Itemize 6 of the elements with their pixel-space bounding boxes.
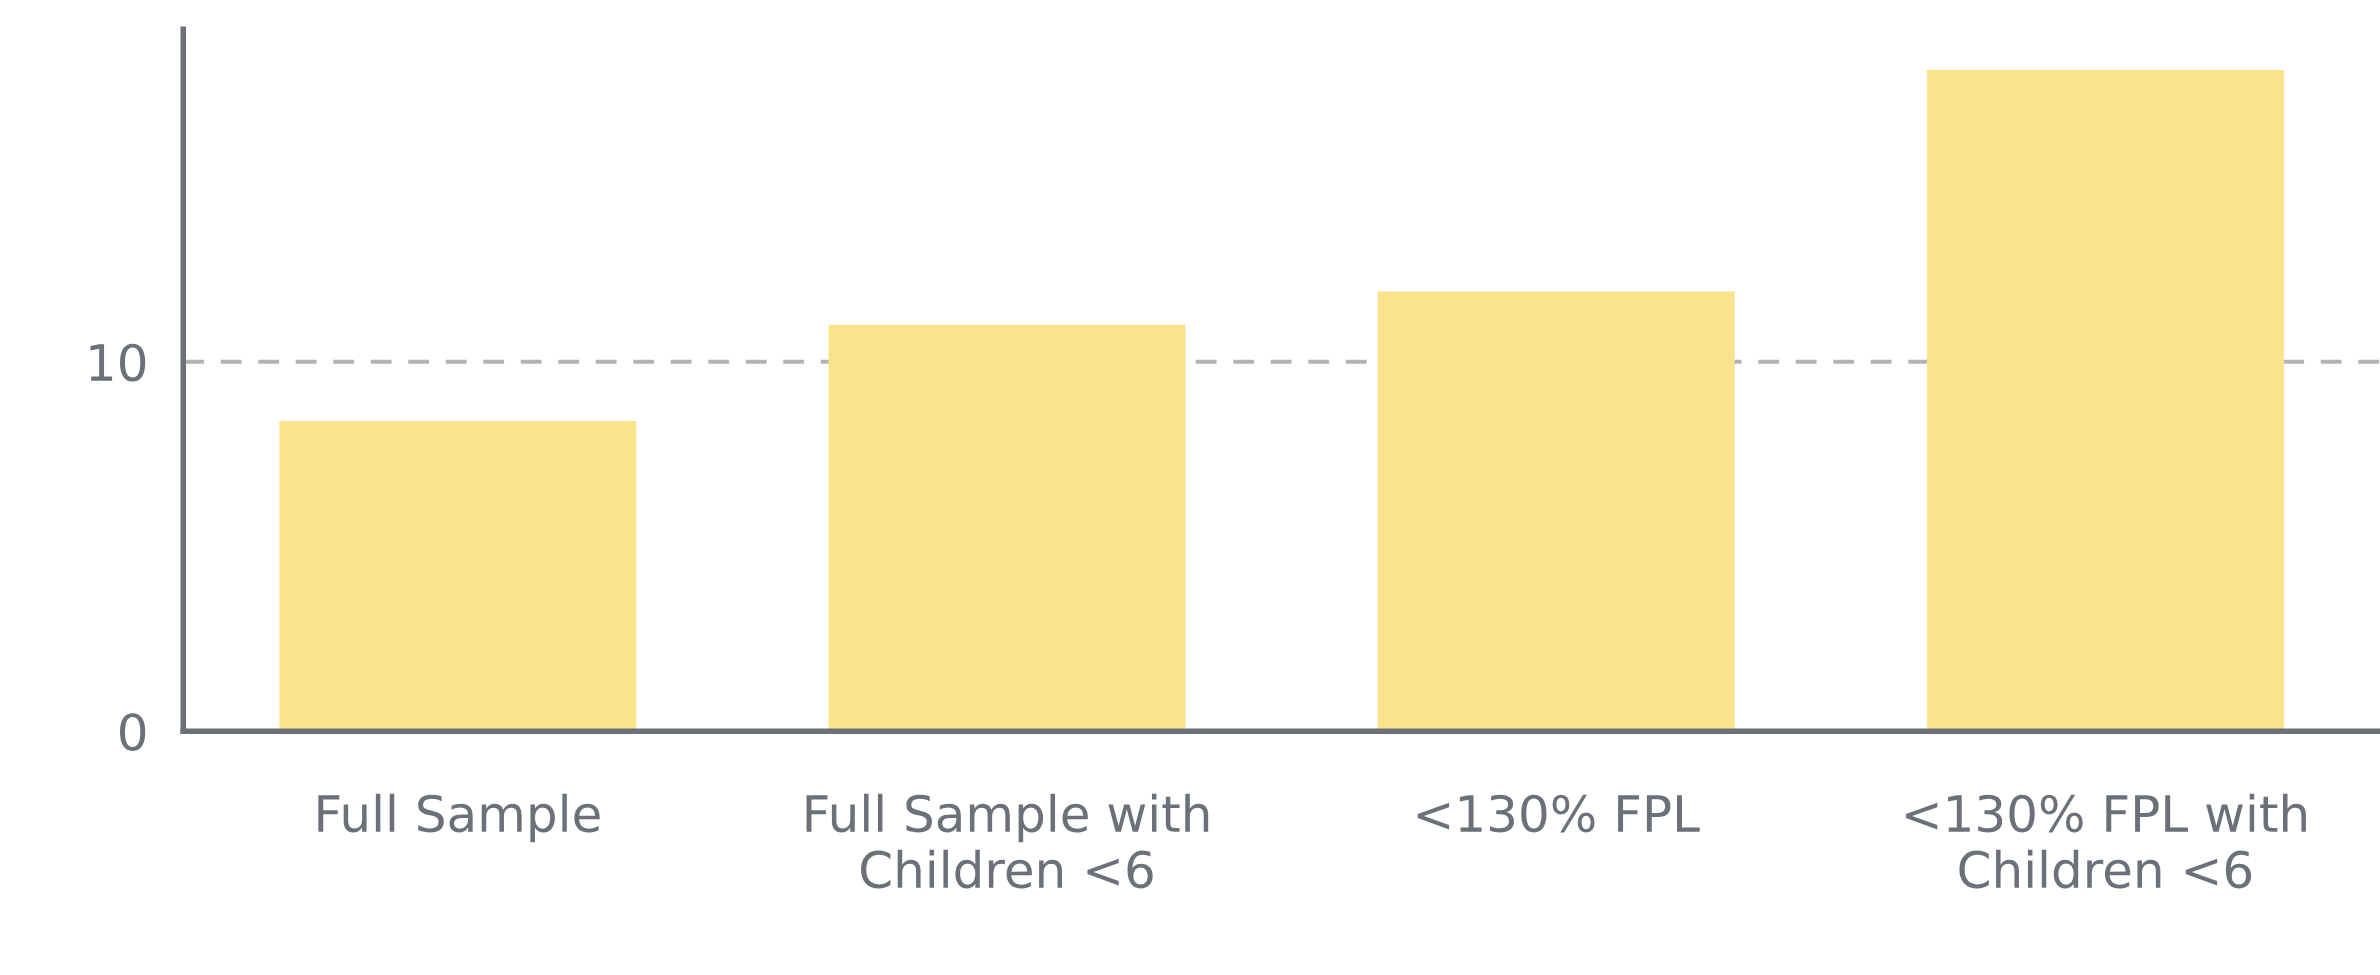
x-tick-label: <130% FPL with Children <6 [1905,793,2306,889]
y-tick-label: 10 [90,343,146,382]
x-tick-label: Full Sample [318,793,600,843]
x-tick-label: <130% FPL [1417,794,1700,833]
y-tick-label: 0 [120,713,146,751]
x-tick-label: Full Sample with Children <6 [806,793,1209,889]
